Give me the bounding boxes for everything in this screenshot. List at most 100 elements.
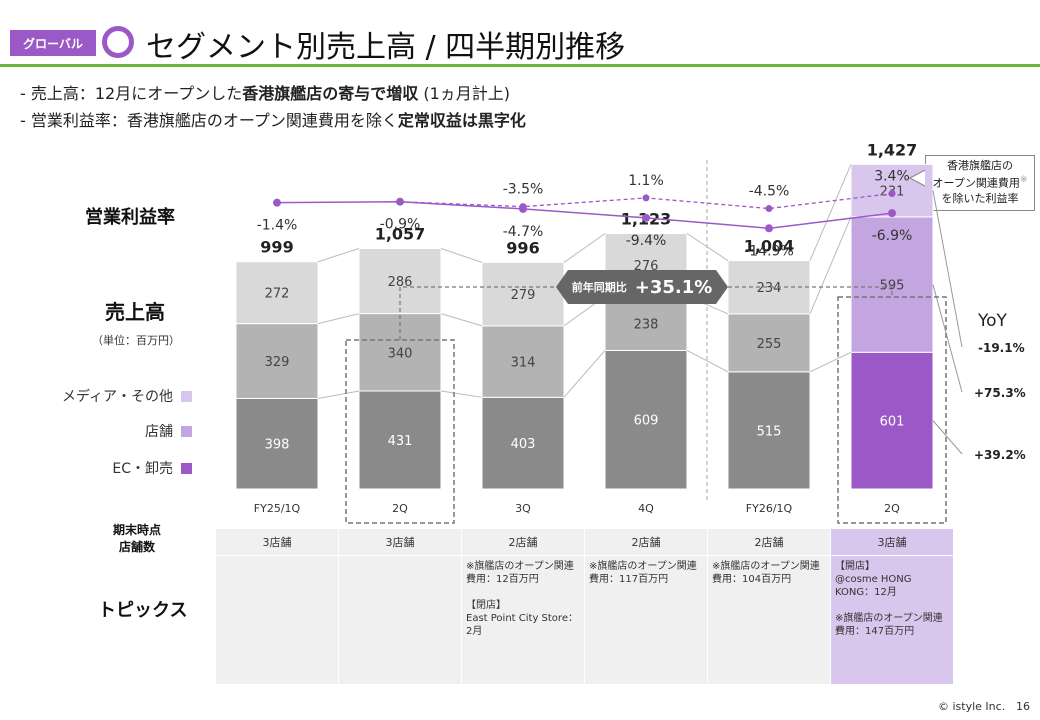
stores-cell: 3店舗 — [338, 528, 462, 556]
x-tick-label: 2Q — [884, 502, 900, 515]
stores-row-label: 期末時点 店舗数 — [112, 523, 161, 554]
topics-cell — [215, 555, 339, 685]
legend-item-stores: 店舗 — [145, 421, 192, 441]
topics-cell: ※旗艦店のオープン関連費用：117百万円 — [584, 555, 708, 685]
margin-label-adjusted: 3.4% — [874, 169, 910, 185]
margin-label-reported: -1.4% — [257, 218, 298, 234]
bar-segment — [604, 349, 688, 490]
legend-item-media: メディア・その他 — [62, 386, 192, 406]
margin-point-reported — [642, 213, 650, 222]
bar-connector-line — [317, 248, 360, 263]
bar-value-label: 340 — [388, 346, 413, 361]
bar-connector-line — [440, 390, 483, 398]
page-number: 16 — [1016, 700, 1030, 713]
margin-label-reported: -0.9% — [380, 217, 421, 233]
note-pointer — [908, 169, 926, 187]
bar-connector-line — [440, 313, 483, 327]
margin-label-reported: -6.9% — [872, 228, 913, 244]
margin-point-adjusted — [642, 194, 650, 202]
x-tick-label: FY26/1Q — [746, 502, 793, 515]
margin-point-reported — [765, 224, 773, 233]
bar-segment — [481, 325, 565, 398]
quarter-table: 3店舗 3店舗 2店舗 2店舗 2店舗 3店舗 ※旗艦店のオープン関連費用：12… — [215, 528, 954, 685]
bar-connector-line — [317, 313, 360, 325]
stores-cell: 2店舗 — [461, 528, 585, 556]
compare-box-current — [837, 296, 947, 524]
sales-row-label: 売上高 — [105, 300, 165, 324]
adjusted-margin-note: 香港旗艦店の オープン関連費用※ を除いた利益率 — [925, 155, 1035, 211]
margin-label-adjusted: -3.5% — [503, 182, 544, 198]
bar-total-label: 999 — [260, 238, 293, 257]
topics-row-label: トピックス — [98, 600, 188, 621]
yoy-growth-badge: 前年同期比 +35.1% — [556, 270, 728, 304]
margin-point-adjusted — [888, 190, 896, 198]
compare-bracket-right — [728, 286, 893, 297]
topics-cell: ※旗艦店のオープン関連費用：12百万円 【閉店】 East Point City… — [461, 555, 585, 685]
margin-label-adjusted: -4.5% — [749, 184, 790, 200]
bar-connector-line — [809, 351, 852, 373]
margin-row-label: 営業利益率 — [85, 207, 175, 228]
bar-segment — [235, 323, 319, 399]
bar-value-label: 515 — [757, 424, 782, 439]
x-tick-label: 4Q — [638, 502, 654, 515]
compare-box-prior — [345, 339, 455, 524]
margin-label-reported: -14.9% — [744, 243, 794, 259]
yoy-leader-line — [932, 284, 963, 393]
x-tick-label: FY25/1Q — [254, 502, 301, 515]
bar-total-label: 1,004 — [744, 237, 795, 256]
margin-label-reported: -9.4% — [626, 233, 667, 249]
bar-segment — [358, 390, 442, 490]
margin-line-reported — [276, 200, 893, 230]
margin-point-reported — [888, 209, 896, 218]
bar-connector-line — [440, 248, 483, 263]
bar-value-label: 314 — [511, 356, 536, 371]
bar-connector-line — [563, 350, 606, 398]
legend-swatch-media — [181, 390, 192, 402]
bar-total-label: 1,057 — [375, 225, 426, 244]
yoy-header: YoY — [978, 311, 1007, 331]
yoy-ec: +39.2% — [974, 448, 1026, 462]
bar-value-label: 595 — [880, 279, 905, 294]
bar-connector-line — [809, 216, 852, 315]
copyright: © istyle Inc. — [938, 700, 1006, 713]
bar-value-label: 272 — [265, 287, 290, 302]
bar-connector-line — [563, 233, 606, 263]
bar-value-label: 286 — [388, 275, 413, 290]
margin-point-reported — [273, 198, 281, 207]
bar-value-label: 431 — [388, 434, 413, 449]
x-tick-label: 2Q — [392, 502, 408, 515]
ring-icon — [102, 26, 134, 58]
bar-connector-line — [686, 233, 729, 262]
bar-value-label: 609 — [634, 414, 659, 429]
title-divider — [0, 64, 1040, 67]
compare-bracket-left — [399, 286, 556, 340]
margin-label-reported: -4.7% — [503, 224, 544, 240]
bar-value-label: 601 — [880, 415, 905, 430]
bar-value-label: 329 — [265, 355, 290, 370]
topics-cell: ※旗艦店のオープン関連費用：104百万円 — [707, 555, 831, 685]
legend-swatch-ec — [181, 462, 192, 474]
margin-point-adjusted — [765, 205, 773, 213]
yoy-stores: +75.3% — [974, 386, 1026, 400]
bar-segment — [727, 313, 811, 373]
stores-row: 3店舗 3店舗 2店舗 2店舗 2店舗 3店舗 — [215, 528, 954, 556]
bar-total-label: 1,427 — [867, 140, 918, 159]
stores-cell: 2店舗 — [707, 528, 831, 556]
bullet-margin: - 営業利益率：香港旗艦店のオープン関連費用を除く定常収益は黒字化 — [20, 111, 526, 130]
yoy-leader-line — [932, 420, 963, 455]
bar-value-label: 398 — [265, 438, 290, 453]
bar-segment — [235, 397, 319, 490]
page-title: セグメント別売上高 / 四半期別推移 — [146, 30, 626, 65]
stores-cell: 2店舗 — [584, 528, 708, 556]
yoy-leader-line — [932, 190, 963, 348]
bar-segment — [850, 351, 934, 490]
bar-total-label: 996 — [506, 238, 539, 257]
yoy-media: -19.1% — [978, 341, 1025, 355]
bar-value-label: 238 — [634, 317, 659, 332]
bar-connector-line — [809, 164, 852, 261]
unit-label: （単位：百万円） — [92, 334, 180, 347]
bar-connector-line — [317, 390, 360, 399]
bar-segment — [850, 216, 934, 353]
bar-value-label: 255 — [757, 337, 782, 352]
